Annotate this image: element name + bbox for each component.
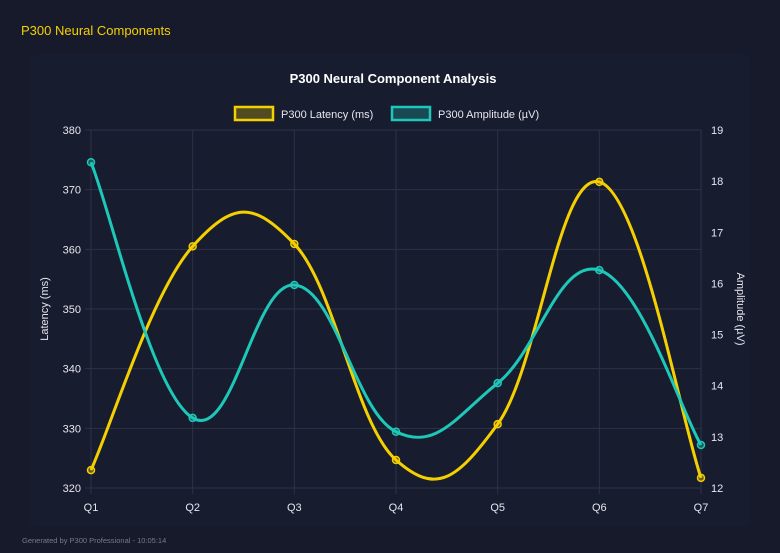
data-point-amplitude — [290, 280, 299, 290]
y-tick-label: 380 — [63, 125, 81, 137]
x-tick-label: Q6 — [592, 502, 607, 514]
data-point-amplitude — [391, 427, 401, 436]
x-tick-label: Q5 — [490, 502, 505, 514]
y2-tick-label: 15 — [711, 330, 723, 342]
data-point-amplitude — [86, 157, 96, 167]
y-tick-label: 350 — [63, 304, 81, 316]
legend-swatch — [390, 105, 432, 122]
y-tick-label: 370 — [63, 185, 81, 197]
x-tick-label: Q1 — [84, 502, 99, 514]
y2-tick-label: 18 — [711, 176, 723, 188]
legend-swatch — [233, 105, 275, 122]
y-axis-label: Latency (ms) — [39, 277, 51, 341]
y-tick-label: 360 — [63, 244, 81, 256]
footer-text: Generated by P300 Professional - 10:05:1… — [22, 536, 167, 545]
series-line-latency — [89, 180, 703, 481]
y2-tick-label: 13 — [711, 432, 723, 444]
x-tick-label: Q4 — [389, 502, 404, 514]
data-point-latency — [86, 465, 96, 475]
data-point-latency — [493, 419, 502, 429]
data-point-latency — [290, 239, 299, 249]
x-tick-label: Q2 — [185, 502, 200, 514]
page-title: P300 Neural Components — [21, 23, 171, 38]
chart-card — [30, 55, 750, 527]
data-point-latency — [696, 473, 706, 483]
y2-tick-label: 12 — [711, 483, 723, 495]
data-point-amplitude — [188, 413, 197, 423]
data-point-latency — [595, 177, 604, 187]
y2-tick-label: 19 — [711, 125, 723, 137]
y-tick-label: 340 — [63, 364, 81, 376]
data-point-latency — [188, 242, 197, 251]
y-tick-label: 320 — [63, 483, 81, 495]
data-point-latency — [391, 455, 401, 465]
data-point-amplitude — [493, 378, 502, 388]
data-point-amplitude — [696, 440, 706, 450]
y-tick-label: 330 — [63, 423, 81, 435]
chart-title: P300 Neural Component Analysis — [290, 71, 497, 86]
x-tick-label: Q3 — [287, 502, 302, 514]
series-line-amplitude — [89, 161, 703, 446]
legend-label: P300 Latency (ms) — [281, 109, 373, 121]
x-tick-label: Q7 — [694, 502, 709, 514]
data-point-amplitude — [595, 265, 604, 275]
y2-axis-label: Amplitude (µV) — [734, 273, 746, 346]
y2-tick-label: 16 — [711, 278, 723, 290]
y2-tick-label: 17 — [711, 227, 723, 239]
y2-tick-label: 14 — [711, 381, 723, 393]
legend-label: P300 Amplitude (µV) — [438, 109, 539, 121]
